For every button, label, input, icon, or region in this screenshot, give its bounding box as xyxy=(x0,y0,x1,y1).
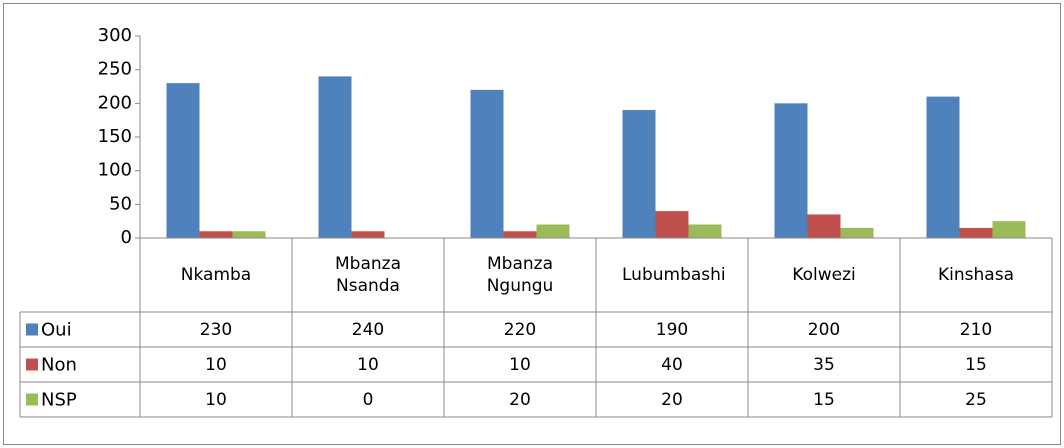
table-value: 10 xyxy=(140,382,292,417)
table-value-text: 20 xyxy=(661,389,683,410)
y-tick-label: 250 xyxy=(98,59,132,80)
legend-label: Non xyxy=(41,355,77,376)
table-value-text: 20 xyxy=(509,389,531,410)
category-label: Mbanza Ngungu xyxy=(444,238,596,312)
table-value: 10 xyxy=(140,347,292,382)
category-label: Kinshasa xyxy=(900,238,1052,312)
category-label: Mbanza Nsanda xyxy=(292,238,444,312)
bar xyxy=(199,231,233,238)
y-tick-label: 50 xyxy=(109,193,132,214)
category-label: Lubumbashi xyxy=(596,238,748,312)
bar xyxy=(992,221,1026,238)
category-label: Nkamba xyxy=(140,238,292,312)
category-label-text: Kolwezi xyxy=(792,265,856,285)
table-value-text: 35 xyxy=(813,354,835,375)
table-value-text: 210 xyxy=(959,319,993,340)
table-value: 190 xyxy=(596,312,748,347)
table-value: 15 xyxy=(748,382,900,417)
table-value: 20 xyxy=(596,382,748,417)
table-value: 210 xyxy=(900,312,1052,347)
table-value-text: 230 xyxy=(199,319,233,340)
y-tick-label: 150 xyxy=(98,126,132,147)
table-value-text: 10 xyxy=(509,354,531,375)
legend-key xyxy=(26,358,38,371)
bar xyxy=(959,227,993,238)
category-label: Kolwezi xyxy=(748,238,900,312)
category-label-text: Mbanza Nsanda xyxy=(335,254,401,296)
legend-key xyxy=(26,323,38,336)
table-value: 10 xyxy=(444,347,596,382)
y-tick-label: 0 xyxy=(121,227,132,248)
legend-label: NSP xyxy=(41,390,77,411)
table-value: 200 xyxy=(748,312,900,347)
legend-label: Oui xyxy=(41,320,72,341)
bar xyxy=(166,83,200,238)
table-value: 15 xyxy=(900,347,1052,382)
table-value-text: 220 xyxy=(503,319,537,340)
bar xyxy=(807,214,841,238)
table-value: 230 xyxy=(140,312,292,347)
table-value: 20 xyxy=(444,382,596,417)
category-label-text: Kinshasa xyxy=(938,265,1014,285)
bar xyxy=(318,76,352,239)
legend-key xyxy=(26,393,38,406)
category-label-text: Nkamba xyxy=(180,265,252,285)
table-value-text: 25 xyxy=(965,389,987,410)
table-value-text: 10 xyxy=(205,354,227,375)
table-value-text: 190 xyxy=(655,319,689,340)
table-value-text: 15 xyxy=(965,354,987,375)
table-value-text: 240 xyxy=(351,319,385,340)
y-tick-label: 100 xyxy=(98,160,132,181)
table-value-text: 15 xyxy=(813,389,835,410)
bar xyxy=(655,211,689,238)
table-value-text: 10 xyxy=(205,389,227,410)
bar xyxy=(926,96,960,238)
bar xyxy=(232,231,266,238)
category-label-text: Mbanza Ngungu xyxy=(486,254,554,296)
table-value-text: 0 xyxy=(362,389,374,410)
bar xyxy=(536,224,570,238)
bar xyxy=(503,231,537,238)
bar xyxy=(688,224,722,238)
table-value: 25 xyxy=(900,382,1052,417)
bar xyxy=(470,89,504,238)
table-value: 10 xyxy=(292,347,444,382)
bar xyxy=(622,110,656,238)
y-tick-label: 300 xyxy=(98,25,132,46)
table-value: 0 xyxy=(292,382,444,417)
category-label-text: Lubumbashi xyxy=(622,265,726,285)
table-value: 220 xyxy=(444,312,596,347)
table-value: 240 xyxy=(292,312,444,347)
table-value: 40 xyxy=(596,347,748,382)
table-value: 35 xyxy=(748,347,900,382)
bar xyxy=(351,231,385,238)
table-value-text: 200 xyxy=(807,319,841,340)
table-value-text: 10 xyxy=(357,354,379,375)
table-value-text: 40 xyxy=(661,354,683,375)
bar xyxy=(840,227,874,238)
y-tick-label: 200 xyxy=(98,92,132,113)
bar xyxy=(774,103,808,238)
